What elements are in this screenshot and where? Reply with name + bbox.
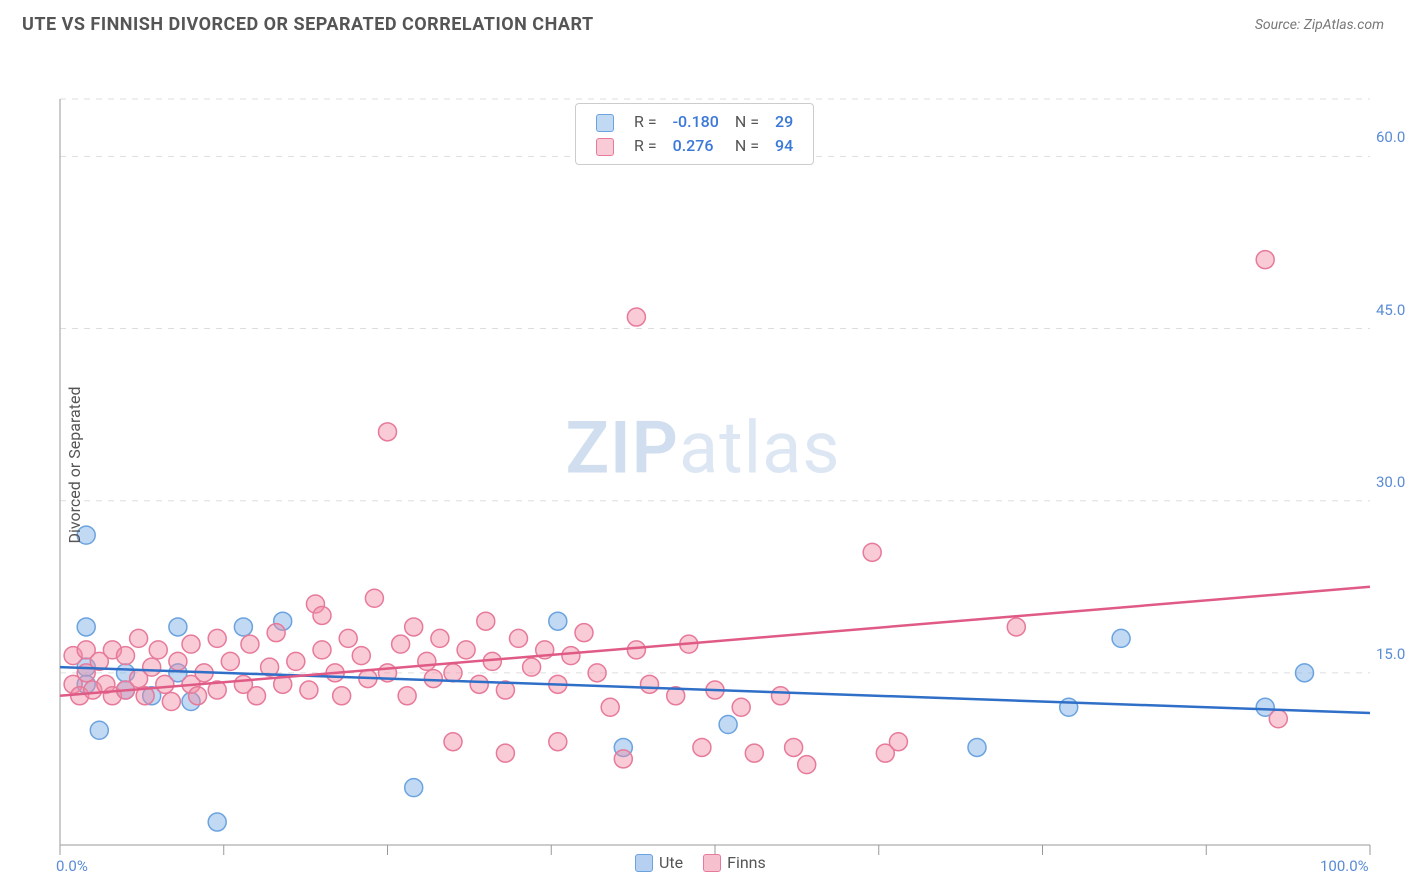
data-point <box>641 675 659 693</box>
data-point <box>143 658 161 676</box>
data-point <box>745 744 763 762</box>
chart-title: UTE VS FINNISH DIVORCED OR SEPARATED COR… <box>22 14 594 35</box>
data-point <box>267 624 285 642</box>
data-point <box>523 658 541 676</box>
scatter-plot <box>0 45 1406 885</box>
data-point <box>627 641 645 659</box>
r-label: R = <box>626 134 665 158</box>
data-point <box>313 606 331 624</box>
y-tick-label: 30.0% <box>1376 473 1406 491</box>
data-point <box>496 744 514 762</box>
x-tick-label: 0.0% <box>56 857 88 875</box>
data-point <box>588 664 606 682</box>
data-point <box>772 687 790 705</box>
data-point <box>418 652 436 670</box>
data-point <box>1112 629 1130 647</box>
data-point <box>221 652 239 670</box>
r-value: 0.276 <box>665 134 727 158</box>
legend-label: Ute <box>659 853 683 872</box>
data-point <box>614 750 632 768</box>
data-point <box>627 308 645 326</box>
legend-swatch <box>703 854 721 872</box>
data-point <box>313 641 331 659</box>
data-point <box>130 629 148 647</box>
data-point <box>1007 618 1025 636</box>
data-point <box>234 618 252 636</box>
y-tick-label: 60.0% <box>1376 128 1406 146</box>
data-point <box>169 652 187 670</box>
data-point <box>365 589 383 607</box>
data-point <box>562 647 580 665</box>
data-point <box>889 733 907 751</box>
r-value: -0.180 <box>665 110 727 134</box>
data-point <box>300 681 318 699</box>
data-point <box>549 612 567 630</box>
data-point <box>457 641 475 659</box>
data-point <box>510 629 528 647</box>
data-point <box>77 618 95 636</box>
data-point <box>1296 664 1314 682</box>
data-point <box>477 612 495 630</box>
data-point <box>549 733 567 751</box>
n-label: N = <box>727 110 767 134</box>
data-point <box>379 423 397 441</box>
data-point <box>398 687 416 705</box>
data-point <box>719 715 737 733</box>
data-point <box>601 698 619 716</box>
data-point <box>785 738 803 756</box>
data-point <box>339 629 357 647</box>
legend-swatch <box>596 114 614 132</box>
data-point <box>248 687 266 705</box>
data-point <box>693 738 711 756</box>
legend-item: Finns <box>703 853 766 872</box>
data-point <box>732 698 750 716</box>
data-point <box>241 635 259 653</box>
data-point <box>90 721 108 739</box>
data-point <box>798 756 816 774</box>
data-point <box>156 675 174 693</box>
data-point <box>431 629 449 647</box>
n-value: 94 <box>767 134 801 158</box>
data-point <box>424 670 442 688</box>
data-point <box>863 543 881 561</box>
y-tick-label: 15.0% <box>1376 645 1406 663</box>
chart-area: Divorced or Separated ZIPatlas 15.0%30.0… <box>0 45 1406 885</box>
n-value: 29 <box>767 110 801 134</box>
data-point <box>444 664 462 682</box>
data-point <box>444 733 462 751</box>
data-point <box>287 652 305 670</box>
data-point <box>149 641 167 659</box>
legend-label: Finns <box>727 853 766 872</box>
x-tick-label: 100.0% <box>1320 857 1369 875</box>
source-label: Source: ZipAtlas.com <box>1255 17 1384 33</box>
data-point <box>182 635 200 653</box>
data-point <box>1256 251 1274 269</box>
data-point <box>1060 698 1078 716</box>
data-point <box>1269 710 1287 728</box>
n-label: N = <box>727 134 767 158</box>
header: UTE VS FINNISH DIVORCED OR SEPARATED COR… <box>0 0 1406 45</box>
data-point <box>169 618 187 636</box>
data-point <box>405 618 423 636</box>
data-point <box>189 687 207 705</box>
data-point <box>352 647 370 665</box>
r-label: R = <box>626 110 665 134</box>
data-point <box>575 624 593 642</box>
y-axis-label: Divorced or Separated <box>65 386 84 543</box>
y-tick-label: 45.0% <box>1376 301 1406 319</box>
data-point <box>405 779 423 797</box>
data-point <box>162 693 180 711</box>
series-legend: Ute Finns <box>625 853 776 876</box>
data-point <box>208 813 226 831</box>
legend-item: Ute <box>635 853 683 872</box>
data-point <box>470 675 488 693</box>
data-point <box>968 738 986 756</box>
data-point <box>208 629 226 647</box>
data-point <box>392 635 410 653</box>
correlation-legend: R =-0.180N =29 R =0.276N =94 <box>575 103 814 165</box>
legend-swatch <box>596 138 614 156</box>
data-point <box>117 647 135 665</box>
legend-swatch <box>635 854 653 872</box>
data-point <box>333 687 351 705</box>
